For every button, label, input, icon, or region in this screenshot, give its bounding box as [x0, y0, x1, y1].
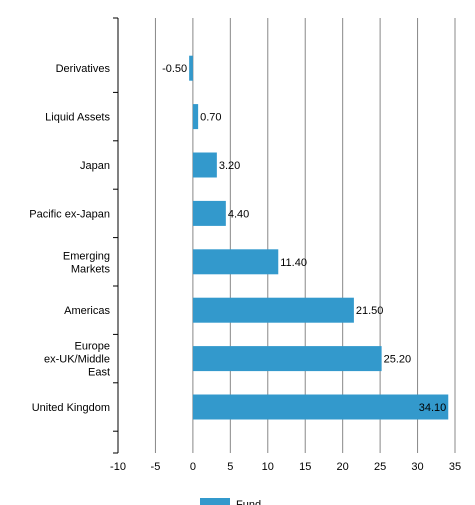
- category-label: Liquid Assets: [45, 112, 110, 124]
- category-label: Derivatives: [56, 63, 111, 75]
- bar: [192, 297, 354, 323]
- bars: [189, 55, 449, 420]
- bar: [192, 104, 199, 130]
- value-label: 21.50: [356, 305, 384, 317]
- legend: Fund: [200, 498, 261, 505]
- category-label: East: [88, 367, 110, 379]
- x-tick-label: 15: [299, 461, 311, 473]
- category-label: Japan: [80, 160, 110, 172]
- bar: [189, 55, 193, 81]
- value-label: 3.20: [219, 160, 240, 172]
- category-label: Americas: [64, 305, 110, 317]
- x-tick-label: -5: [151, 461, 161, 473]
- category-label: Emerging: [63, 250, 110, 262]
- value-label: 0.70: [200, 112, 221, 124]
- x-tick-label: 35: [449, 461, 461, 473]
- category-label: Europe: [75, 341, 110, 353]
- value-label: 11.40: [280, 257, 307, 269]
- axes: -10 -5 0 5 10 15 20 25 30 35: [110, 17, 461, 473]
- x-tick-label: 25: [374, 461, 386, 473]
- x-tick-label: 0: [190, 461, 196, 473]
- legend-label: Fund: [236, 499, 261, 505]
- value-label: 25.20: [384, 354, 412, 366]
- bar: [192, 346, 382, 372]
- category-label: Pacific ex-Japan: [29, 208, 110, 220]
- value-label: -0.50: [162, 63, 187, 75]
- value-label: 34.10: [419, 402, 447, 414]
- bar: [192, 249, 279, 275]
- category-label: ex-UK/Middle: [44, 354, 110, 366]
- x-tick-label: -10: [110, 461, 126, 473]
- bar: [192, 394, 449, 420]
- bar: [192, 152, 217, 178]
- labels: -0.50 Derivatives 0.70 Liquid Assets 3.20 Jap…: [29, 63, 446, 414]
- value-label: 4.40: [228, 208, 249, 220]
- x-tick-label: 5: [227, 461, 233, 473]
- bar: [192, 200, 226, 226]
- x-tick-label: 20: [337, 461, 349, 473]
- x-tick-label: 10: [262, 461, 274, 473]
- x-tick-label: 30: [411, 461, 423, 473]
- gridlines: [154, 18, 456, 453]
- category-label: United Kingdom: [32, 402, 110, 414]
- legend-swatch: [200, 498, 230, 505]
- category-label: Markets: [71, 263, 111, 275]
